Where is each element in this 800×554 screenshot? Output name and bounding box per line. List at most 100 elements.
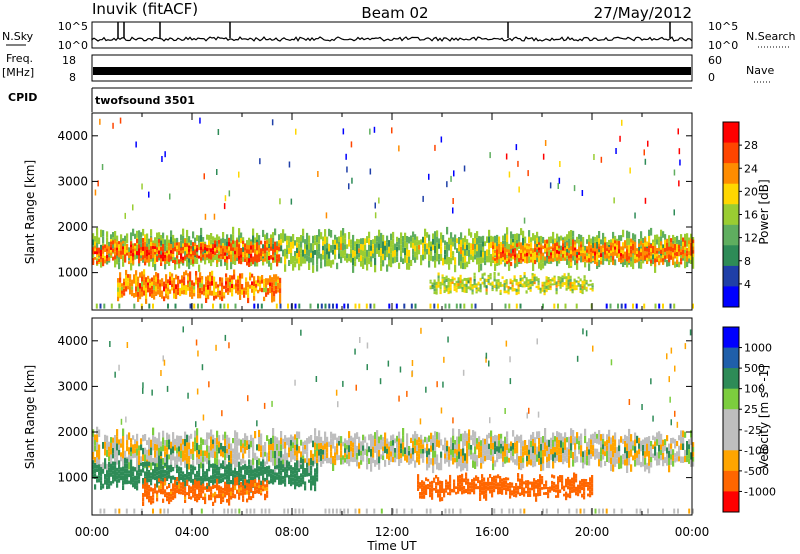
data-cell (436, 439, 439, 447)
data-cell (202, 237, 205, 242)
data-cell (265, 282, 268, 288)
data-cell (612, 243, 615, 248)
data-cell (178, 441, 181, 447)
data-cell (252, 437, 255, 445)
data-cell (456, 462, 459, 469)
data-cell (557, 280, 560, 283)
data-cell (204, 493, 207, 497)
data-cell (210, 486, 213, 490)
data-cell (506, 456, 509, 463)
data-cell (524, 256, 527, 264)
data-cell (328, 251, 331, 259)
data-cell (124, 258, 127, 263)
data-cell (294, 256, 297, 262)
data-cell (276, 472, 279, 477)
data-cell (116, 258, 119, 265)
data-cell (128, 473, 131, 478)
data-cell (312, 475, 315, 481)
data-cell (164, 445, 167, 452)
data-cell (286, 464, 289, 469)
data-cell (465, 290, 468, 293)
data-cell (219, 295, 222, 300)
data-cell (676, 243, 679, 248)
data-cell (330, 230, 333, 238)
data-cell (540, 464, 543, 472)
data-cell (168, 454, 171, 460)
data-cell (555, 281, 558, 285)
data-cell (164, 463, 167, 467)
data-cell (125, 275, 128, 281)
data-cell (459, 277, 462, 281)
data-cell (130, 262, 133, 271)
noise-cell (204, 213, 207, 220)
data-cell (439, 291, 442, 295)
data-cell (282, 454, 285, 460)
data-cell (478, 236, 481, 244)
data-cell (628, 443, 631, 451)
data-cell (560, 447, 563, 455)
data-cell (312, 460, 315, 466)
data-cell (574, 260, 577, 266)
data-cell (575, 280, 578, 283)
data-cell (660, 439, 663, 445)
data-cell (324, 431, 327, 438)
data-cell (366, 462, 369, 470)
data-cell (511, 286, 514, 290)
data-cell (206, 468, 209, 473)
data-cell (444, 249, 447, 255)
data-cell (222, 245, 225, 249)
data-cell (614, 460, 617, 467)
data-cell (158, 466, 161, 471)
data-cell (237, 287, 240, 291)
data-cell (144, 250, 147, 255)
data-cell (654, 441, 657, 447)
data-cell (116, 467, 119, 472)
data-cell (560, 250, 563, 254)
data-cell (123, 278, 126, 282)
data-cell (130, 244, 133, 248)
data-cell (456, 248, 459, 253)
data-cell (178, 446, 181, 452)
data-cell (255, 287, 258, 292)
data-cell (582, 241, 585, 247)
data-cell (574, 456, 577, 463)
data-cell (108, 249, 111, 254)
data-cell (602, 244, 605, 248)
data-cell (239, 294, 242, 300)
data-cell (306, 438, 309, 445)
data-cell (402, 247, 405, 253)
data-cell (112, 461, 115, 466)
data-cell (648, 242, 651, 246)
data-cell (208, 452, 211, 460)
data-cell (201, 283, 204, 288)
data-cell (232, 473, 235, 478)
data-cell (255, 284, 258, 288)
data-cell (602, 444, 605, 450)
data-cell (586, 451, 589, 456)
data-cell (338, 435, 341, 441)
data-cell (378, 229, 381, 237)
data-cell (508, 264, 511, 271)
data-cell (445, 285, 448, 289)
data-cell (306, 249, 309, 256)
data-cell (162, 444, 165, 452)
data-cell (382, 446, 385, 451)
ground-cell (309, 303, 312, 309)
data-cell (166, 486, 169, 490)
data-cell (248, 262, 251, 267)
data-cell (136, 238, 139, 243)
data-cell (189, 291, 192, 297)
data-cell (684, 233, 687, 241)
data-cell (259, 280, 262, 284)
data-cell (286, 437, 289, 446)
data-cell (475, 289, 478, 292)
data-cell (520, 249, 523, 253)
data-cell (472, 452, 475, 461)
data-cell (548, 439, 551, 447)
data-cell (445, 275, 448, 279)
data-cell (324, 236, 327, 245)
data-cell (416, 451, 419, 457)
data-cell (198, 480, 201, 485)
cpid-value: twofsound 3501 (95, 94, 195, 107)
data-cell (502, 456, 505, 462)
